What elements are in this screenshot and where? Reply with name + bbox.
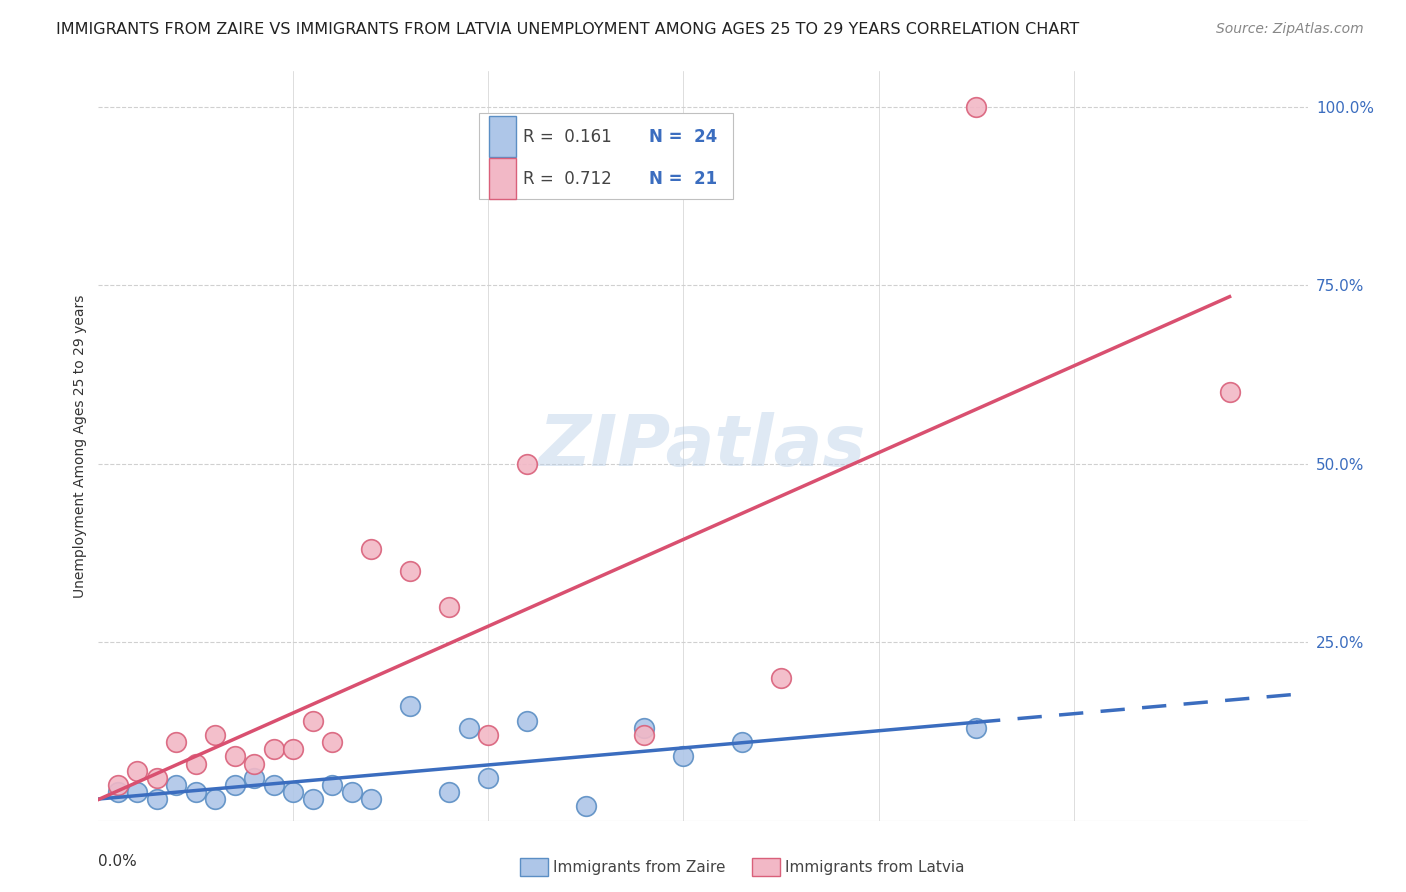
Point <box>633 728 655 742</box>
Text: Source: ZipAtlas.com: Source: ZipAtlas.com <box>1216 22 1364 37</box>
Point <box>184 756 207 771</box>
FancyBboxPatch shape <box>479 112 734 199</box>
Point <box>458 721 481 735</box>
Point <box>965 100 987 114</box>
Text: R =  0.161: R = 0.161 <box>523 128 612 145</box>
Point <box>672 749 695 764</box>
Point <box>399 699 422 714</box>
Point <box>769 671 792 685</box>
Point <box>439 785 461 799</box>
Point <box>321 735 343 749</box>
Point <box>516 457 538 471</box>
Point <box>146 792 169 806</box>
Point <box>224 778 246 792</box>
Point <box>302 714 325 728</box>
Point <box>302 792 325 806</box>
Point <box>146 771 169 785</box>
Point <box>107 785 129 799</box>
Point <box>263 742 285 756</box>
Text: 0.0%: 0.0% <box>98 855 138 870</box>
Point <box>633 721 655 735</box>
Point <box>283 785 305 799</box>
Text: Immigrants from Zaire: Immigrants from Zaire <box>553 860 725 874</box>
Point <box>224 749 246 764</box>
Text: N =  21: N = 21 <box>648 169 717 187</box>
Point <box>439 599 461 614</box>
Text: Immigrants from Latvia: Immigrants from Latvia <box>785 860 965 874</box>
Point <box>184 785 207 799</box>
Point <box>165 778 187 792</box>
Y-axis label: Unemployment Among Ages 25 to 29 years: Unemployment Among Ages 25 to 29 years <box>73 294 87 598</box>
Point <box>321 778 343 792</box>
Text: ZIPatlas: ZIPatlas <box>540 411 866 481</box>
Point <box>731 735 754 749</box>
FancyBboxPatch shape <box>489 116 516 157</box>
FancyBboxPatch shape <box>489 158 516 199</box>
Point <box>283 742 305 756</box>
Point <box>107 778 129 792</box>
Point <box>1219 385 1241 400</box>
Point <box>340 785 363 799</box>
Point <box>477 728 499 742</box>
Point <box>477 771 499 785</box>
Point <box>204 728 226 742</box>
Point <box>575 799 598 814</box>
Text: N =  24: N = 24 <box>648 128 717 145</box>
Point <box>516 714 538 728</box>
Point <box>360 792 382 806</box>
Point <box>204 792 226 806</box>
Text: R =  0.712: R = 0.712 <box>523 169 612 187</box>
Point <box>360 542 382 557</box>
Point <box>965 721 987 735</box>
Point <box>243 771 266 785</box>
Point <box>263 778 285 792</box>
Point <box>127 785 149 799</box>
Text: IMMIGRANTS FROM ZAIRE VS IMMIGRANTS FROM LATVIA UNEMPLOYMENT AMONG AGES 25 TO 29: IMMIGRANTS FROM ZAIRE VS IMMIGRANTS FROM… <box>56 22 1080 37</box>
Point <box>399 564 422 578</box>
Point <box>243 756 266 771</box>
Point <box>165 735 187 749</box>
Point <box>127 764 149 778</box>
